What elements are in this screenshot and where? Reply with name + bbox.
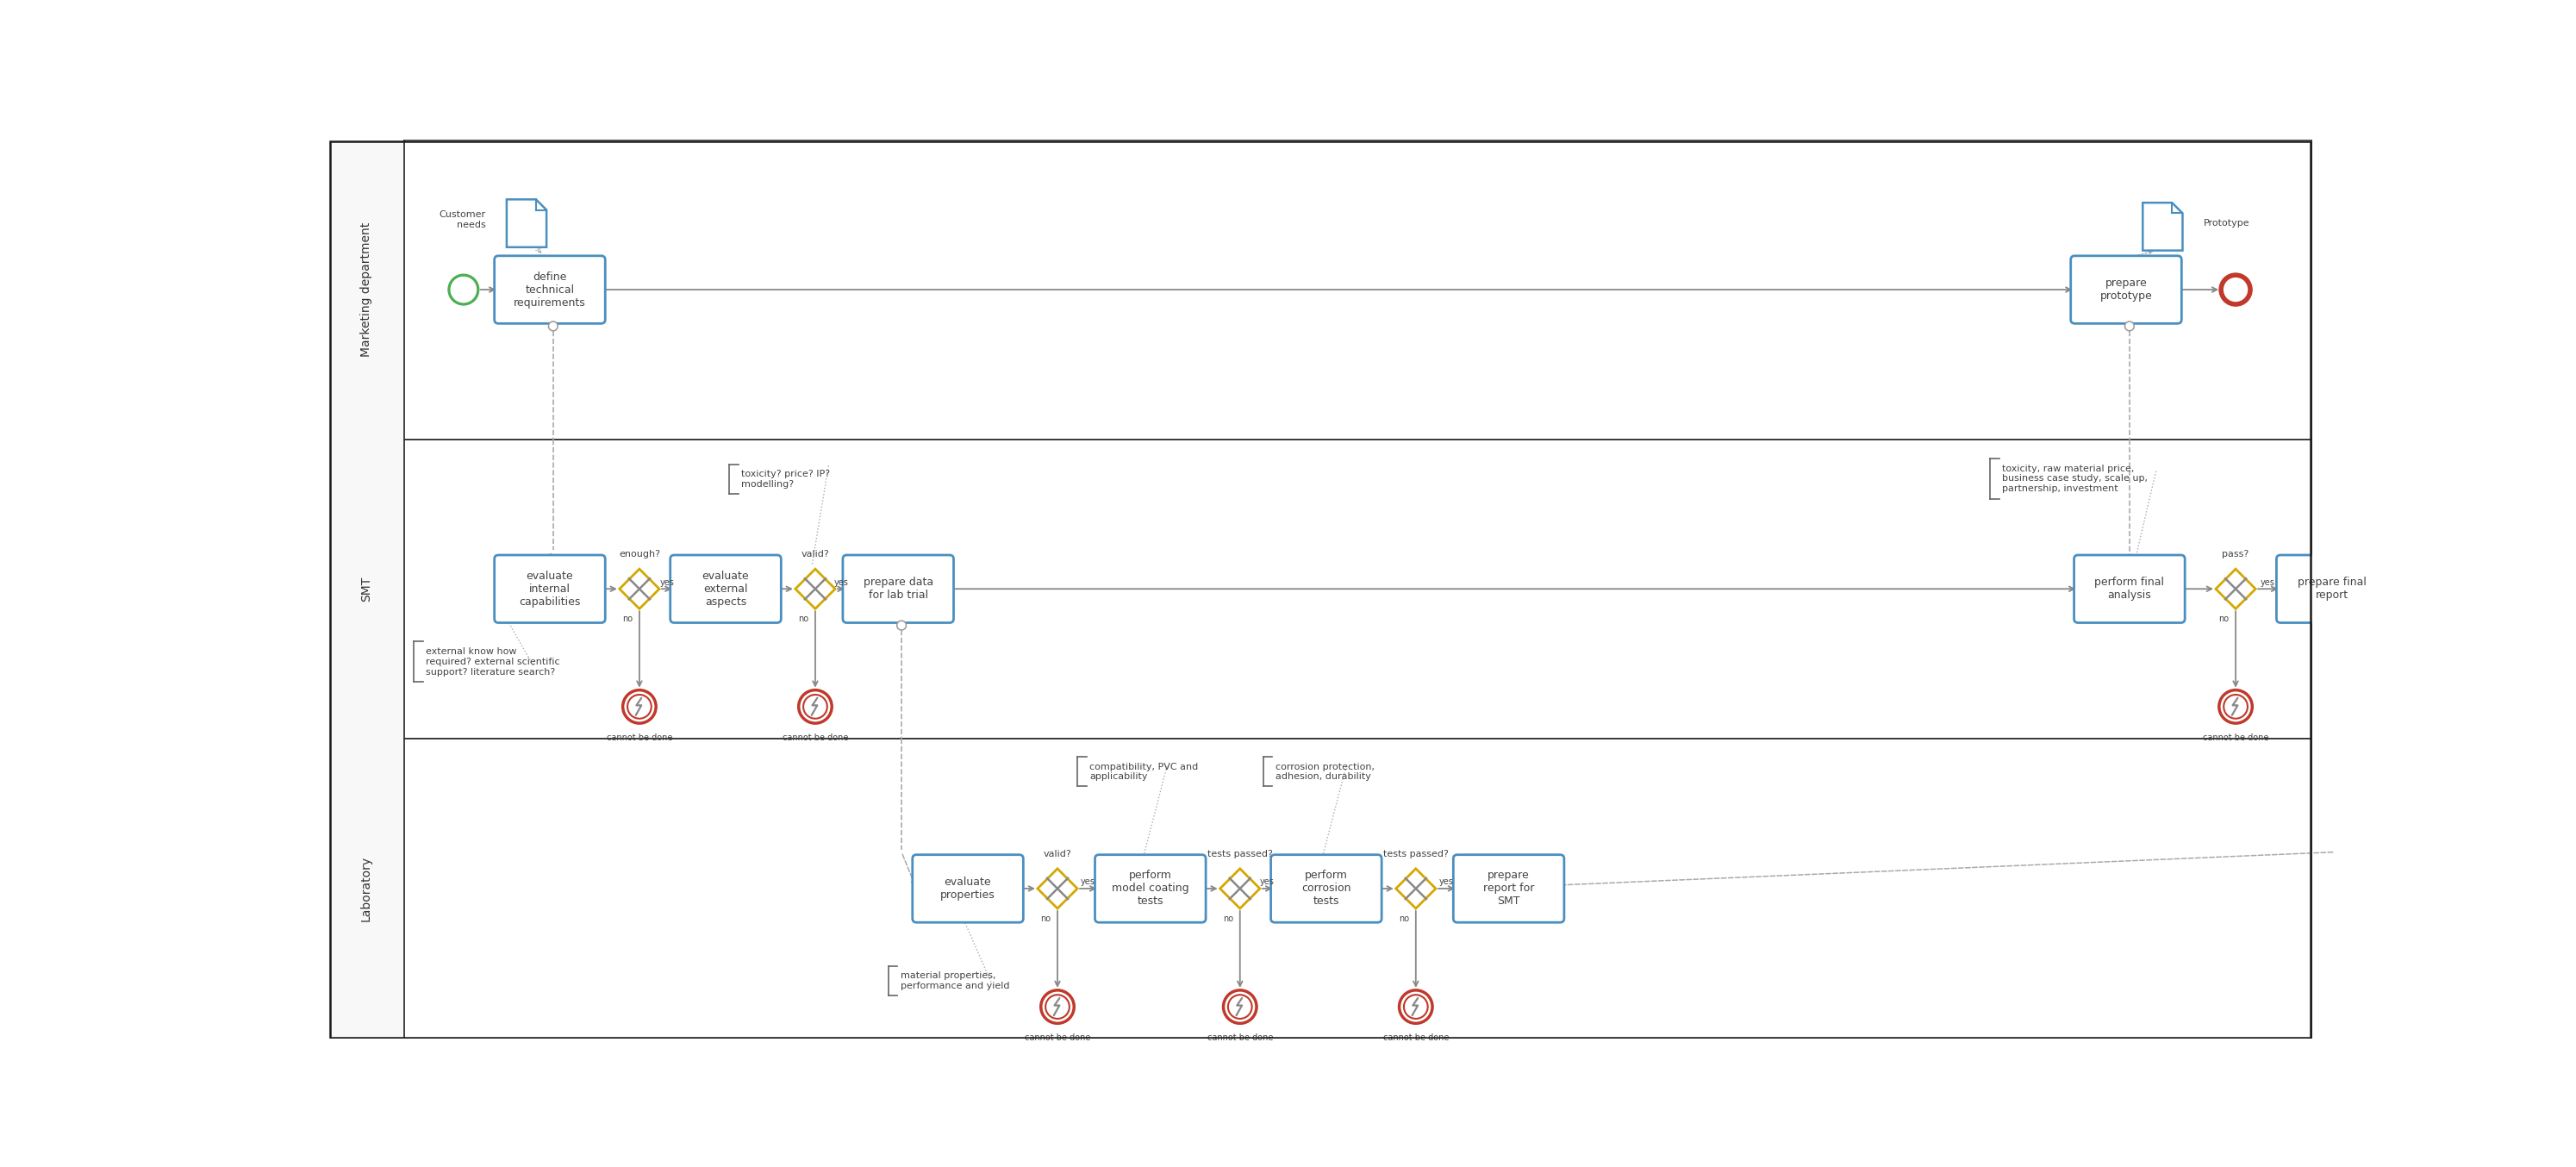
Text: cannot be done: cannot be done bbox=[1383, 1034, 1448, 1042]
Text: prepare data
for lab trial: prepare data for lab trial bbox=[863, 576, 933, 601]
FancyBboxPatch shape bbox=[842, 555, 953, 623]
Circle shape bbox=[799, 690, 832, 724]
FancyBboxPatch shape bbox=[912, 854, 1023, 922]
Text: no: no bbox=[623, 615, 634, 623]
Circle shape bbox=[1404, 994, 1427, 1019]
Text: Customer
needs: Customer needs bbox=[438, 211, 484, 229]
Polygon shape bbox=[796, 569, 835, 609]
Text: no: no bbox=[1041, 914, 1051, 923]
Text: yes: yes bbox=[1260, 878, 1275, 886]
Text: toxicity, raw material price,
business case study, scale up,
partnership, invest: toxicity, raw material price, business c… bbox=[2002, 464, 2148, 494]
Text: evaluate
internal
capabilities: evaluate internal capabilities bbox=[518, 571, 580, 607]
Text: evaluate
external
aspects: evaluate external aspects bbox=[703, 571, 750, 607]
Circle shape bbox=[804, 694, 827, 719]
Text: enough?: enough? bbox=[618, 550, 659, 559]
Polygon shape bbox=[1221, 868, 1260, 908]
Text: perform
model coating
tests: perform model coating tests bbox=[1113, 871, 1190, 907]
Text: SMT: SMT bbox=[361, 576, 371, 601]
Circle shape bbox=[2223, 694, 2249, 719]
Text: no: no bbox=[2218, 615, 2228, 623]
Polygon shape bbox=[2215, 569, 2257, 609]
Text: yes: yes bbox=[1082, 878, 1095, 886]
Bar bbox=[327, 140, 404, 439]
Text: yes: yes bbox=[1440, 878, 1453, 886]
Circle shape bbox=[1399, 990, 1432, 1023]
Circle shape bbox=[2218, 690, 2251, 724]
Text: Marketing department: Marketing department bbox=[361, 223, 371, 357]
Polygon shape bbox=[1038, 868, 1077, 908]
Text: valid?: valid? bbox=[801, 550, 829, 559]
FancyBboxPatch shape bbox=[1095, 854, 1206, 922]
Text: no: no bbox=[1224, 914, 1234, 923]
Text: define
technical
requirements: define technical requirements bbox=[513, 271, 585, 308]
FancyBboxPatch shape bbox=[1453, 854, 1564, 922]
Text: cannot be done: cannot be done bbox=[605, 734, 672, 742]
Text: toxicity? price? IP?
modelling?: toxicity? price? IP? modelling? bbox=[742, 470, 829, 489]
Polygon shape bbox=[618, 569, 659, 609]
Text: cannot be done: cannot be done bbox=[783, 734, 848, 742]
Circle shape bbox=[1046, 994, 1069, 1019]
FancyBboxPatch shape bbox=[2071, 256, 2182, 323]
FancyBboxPatch shape bbox=[1270, 854, 1381, 922]
Bar bbox=[327, 140, 2313, 439]
Polygon shape bbox=[1396, 868, 1435, 908]
Text: cannot be done: cannot be done bbox=[1025, 1034, 1090, 1042]
Text: no: no bbox=[799, 615, 809, 623]
Text: pass?: pass? bbox=[2223, 550, 2249, 559]
FancyBboxPatch shape bbox=[2074, 555, 2184, 623]
Text: corrosion protection,
adhesion, durability: corrosion protection, adhesion, durabili… bbox=[1275, 762, 1373, 781]
Circle shape bbox=[2221, 275, 2251, 305]
Bar bbox=[327, 439, 404, 739]
Text: valid?: valid? bbox=[1043, 850, 1072, 859]
Text: prepare final
report: prepare final report bbox=[2298, 576, 2367, 601]
Polygon shape bbox=[2143, 203, 2182, 251]
Bar bbox=[327, 439, 2313, 739]
Text: yes: yes bbox=[835, 578, 848, 587]
Text: prepare
report for
SMT: prepare report for SMT bbox=[1484, 871, 1535, 907]
Text: tests passed?: tests passed? bbox=[1383, 850, 1448, 859]
Text: compatibility, PVC and
applicability: compatibility, PVC and applicability bbox=[1090, 762, 1198, 781]
Circle shape bbox=[1041, 990, 1074, 1023]
FancyBboxPatch shape bbox=[2277, 555, 2388, 623]
Text: perform final
analysis: perform final analysis bbox=[2094, 576, 2164, 601]
Circle shape bbox=[629, 694, 652, 719]
Circle shape bbox=[2125, 322, 2133, 330]
Text: perform
corrosion
tests: perform corrosion tests bbox=[1301, 871, 1350, 907]
Text: Prototype: Prototype bbox=[2205, 219, 2249, 228]
Circle shape bbox=[448, 275, 479, 305]
Text: cannot be done: cannot be done bbox=[2202, 734, 2269, 742]
Text: external know how
required? external scientific
support? literature search?: external know how required? external sci… bbox=[425, 648, 559, 676]
Text: no: no bbox=[1399, 914, 1409, 923]
Circle shape bbox=[549, 322, 559, 330]
Text: material properties,
performance and yield: material properties, performance and yie… bbox=[899, 972, 1010, 991]
FancyBboxPatch shape bbox=[495, 256, 605, 323]
Text: cannot be done: cannot be done bbox=[1208, 1034, 1273, 1042]
FancyBboxPatch shape bbox=[670, 555, 781, 623]
Circle shape bbox=[1229, 994, 1252, 1019]
Text: Laboratory: Laboratory bbox=[361, 855, 371, 922]
Bar bbox=[327, 739, 2313, 1039]
Text: tests passed?: tests passed? bbox=[1208, 850, 1273, 859]
Text: evaluate
properties: evaluate properties bbox=[940, 876, 994, 901]
Circle shape bbox=[896, 621, 907, 630]
Bar bbox=[327, 739, 404, 1039]
Polygon shape bbox=[507, 200, 546, 247]
Circle shape bbox=[623, 690, 657, 724]
Circle shape bbox=[1224, 990, 1257, 1023]
Text: prepare
prototype: prepare prototype bbox=[2099, 278, 2154, 302]
Text: yes: yes bbox=[659, 578, 675, 587]
Circle shape bbox=[2331, 621, 2339, 630]
Text: yes: yes bbox=[2262, 578, 2275, 587]
FancyBboxPatch shape bbox=[495, 555, 605, 623]
